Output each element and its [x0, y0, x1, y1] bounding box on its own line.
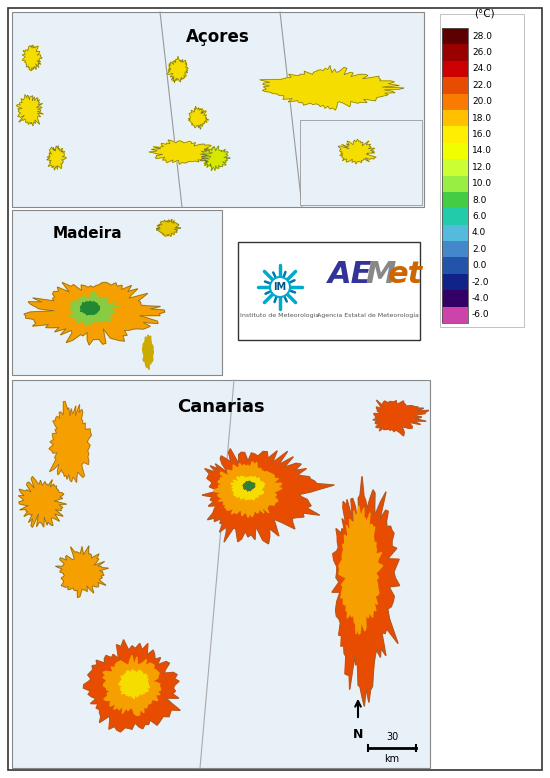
Text: 20.0: 20.0	[472, 97, 492, 107]
Polygon shape	[202, 449, 334, 544]
Text: 10.0: 10.0	[472, 179, 492, 188]
Text: -6.0: -6.0	[472, 310, 490, 319]
Bar	[442, 274, 468, 290]
Text: 8.0: 8.0	[472, 195, 486, 205]
Polygon shape	[49, 401, 91, 482]
Bar	[12, 210, 222, 375]
Text: 12.0: 12.0	[472, 163, 492, 172]
Text: 24.0: 24.0	[472, 65, 492, 73]
Bar	[12, 12, 424, 207]
Polygon shape	[156, 219, 180, 237]
Bar	[442, 110, 468, 126]
Bar	[440, 14, 524, 327]
Text: 0.0: 0.0	[472, 261, 486, 270]
Bar	[442, 28, 468, 323]
Polygon shape	[167, 56, 188, 82]
Bar	[442, 93, 468, 110]
Bar	[442, 225, 468, 241]
Text: 18.0: 18.0	[472, 114, 492, 123]
Polygon shape	[214, 461, 282, 517]
Polygon shape	[119, 670, 150, 699]
Polygon shape	[142, 335, 153, 370]
Bar	[442, 44, 468, 61]
Bar	[442, 142, 468, 159]
Bar	[12, 380, 430, 768]
Polygon shape	[243, 481, 255, 491]
Bar	[238, 242, 420, 340]
Text: IM: IM	[273, 282, 287, 292]
Bar	[442, 126, 468, 142]
Text: et: et	[388, 260, 424, 289]
Polygon shape	[56, 546, 108, 598]
Polygon shape	[149, 140, 212, 164]
Bar	[442, 290, 468, 307]
Polygon shape	[260, 65, 404, 110]
Polygon shape	[339, 506, 383, 634]
Text: 4.0: 4.0	[472, 229, 486, 237]
Bar	[442, 28, 468, 44]
Text: N: N	[353, 728, 363, 741]
Text: 14.0: 14.0	[472, 146, 492, 156]
Bar	[442, 209, 468, 225]
Bar	[442, 77, 468, 93]
Polygon shape	[47, 145, 66, 170]
Polygon shape	[188, 107, 209, 129]
Text: 6.0: 6.0	[472, 212, 486, 221]
Text: Canarias: Canarias	[177, 398, 265, 416]
Bar	[442, 241, 468, 258]
Bar	[442, 159, 468, 176]
Text: 16.0: 16.0	[472, 130, 492, 139]
Text: Açores: Açores	[186, 28, 250, 46]
Bar	[442, 307, 468, 323]
Text: 22.0: 22.0	[472, 81, 492, 90]
Text: AE: AE	[328, 260, 372, 289]
Polygon shape	[338, 139, 376, 164]
Polygon shape	[103, 655, 161, 716]
Polygon shape	[22, 45, 42, 71]
Polygon shape	[84, 640, 180, 732]
Text: -2.0: -2.0	[472, 278, 490, 286]
Text: 30: 30	[386, 732, 398, 742]
Text: Instituto de Meteorologia: Instituto de Meteorologia	[240, 313, 320, 317]
Text: 28.0: 28.0	[472, 32, 492, 40]
Bar	[442, 61, 468, 77]
Text: Agencia Estatal de Meteorología: Agencia Estatal de Meteorología	[317, 312, 419, 317]
Polygon shape	[16, 95, 43, 126]
Polygon shape	[24, 282, 164, 345]
Polygon shape	[80, 301, 100, 315]
Text: km: km	[384, 754, 399, 764]
Bar	[300, 120, 422, 205]
Polygon shape	[332, 476, 400, 706]
Polygon shape	[373, 400, 429, 436]
Polygon shape	[231, 476, 265, 500]
Polygon shape	[69, 292, 119, 325]
Text: -4.0: -4.0	[472, 294, 490, 303]
Bar	[442, 258, 468, 274]
Text: 26.0: 26.0	[472, 48, 492, 57]
Bar	[442, 192, 468, 209]
Text: Madeira: Madeira	[52, 226, 122, 241]
Polygon shape	[19, 476, 67, 527]
Text: (°C): (°C)	[474, 8, 494, 18]
Bar	[442, 176, 468, 192]
Polygon shape	[200, 145, 230, 170]
Text: M: M	[365, 260, 395, 289]
Text: 2.0: 2.0	[472, 245, 486, 254]
Circle shape	[270, 277, 290, 297]
